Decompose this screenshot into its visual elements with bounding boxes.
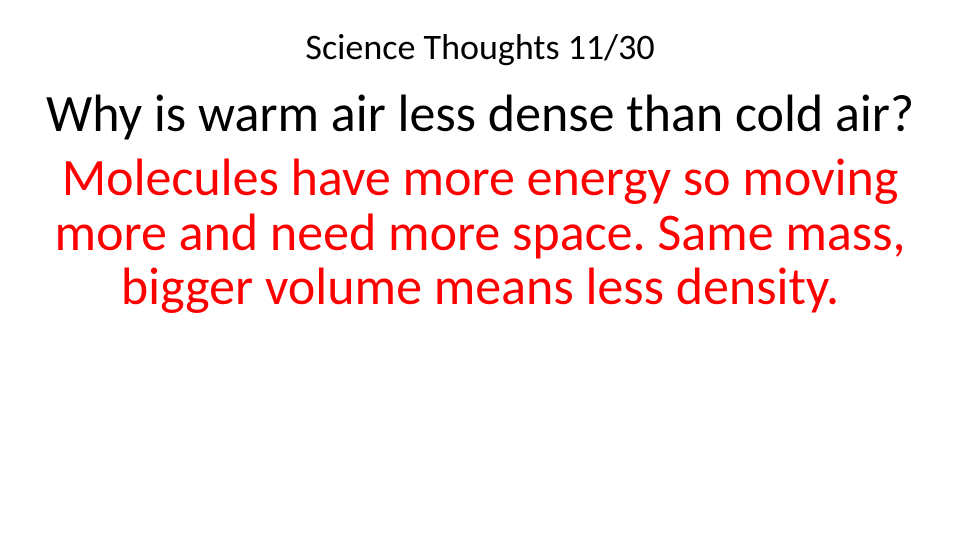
- answer-text: Molecules have more energy so moving mor…: [0, 150, 960, 314]
- question-text: Why is warm air less dense than cold air…: [0, 86, 960, 141]
- slide-container: Science Thoughts 11/30 Why is warm air l…: [0, 0, 960, 540]
- slide-title: Science Thoughts 11/30: [0, 0, 960, 68]
